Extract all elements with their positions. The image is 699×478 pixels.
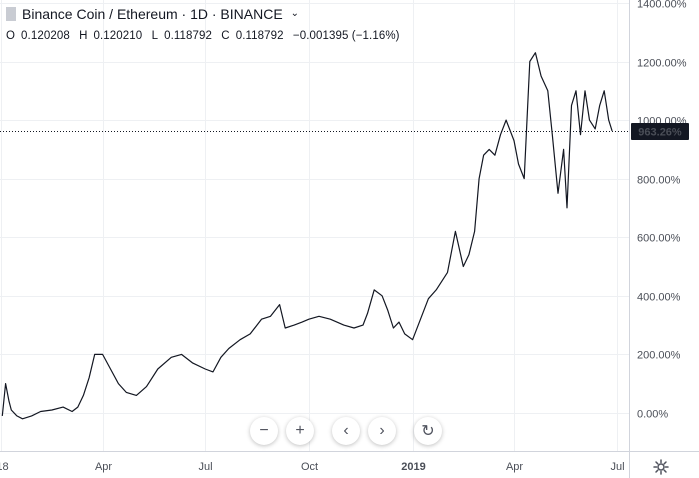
plot-area (1, 52, 613, 420)
change-value: −0.001395 (−1.16%) (292, 30, 400, 42)
y-tick-label: 800.00% (637, 175, 681, 187)
low-value: 0.118792 (164, 30, 212, 42)
x-tick-label: Apr (506, 461, 523, 473)
grid (0, 0, 629, 451)
chevron-down-icon[interactable]: ⌄ (290, 8, 300, 19)
flag-icon[interactable] (6, 7, 16, 21)
current-price-label-bg (631, 123, 689, 140)
y-tick-label: 200.00% (637, 350, 681, 362)
reset-icon[interactable]: ↻ (414, 417, 442, 445)
close-label: C (221, 30, 230, 42)
chart-navigation-toolbar: − + ‹ › ↻ (250, 417, 442, 445)
price-axis[interactable]: 1400.00%1200.00%1000.00%800.00%600.00%40… (637, 0, 687, 421)
x-tick-label: '18 (0, 461, 9, 473)
x-tick-label: Apr (95, 461, 112, 473)
current-price-marker: 963.26% (0, 123, 689, 140)
x-tick-label: Jul (198, 461, 212, 473)
gear-icon[interactable] (651, 457, 671, 477)
low-label: L (151, 30, 159, 42)
ohlc-values: O 0.120208 H 0.120210 L 0.118792 C 0.118792 … (6, 26, 406, 46)
y-tick-label: 1200.00% (637, 58, 687, 70)
x-tick-label: Jul (610, 461, 624, 473)
symbol-title[interactable]: Binance Coin / Ethereum · 1D · BINANCE (22, 6, 283, 22)
close-value: 0.118792 (235, 30, 284, 42)
x-tick-label: 2019 (401, 461, 425, 473)
symbol-row[interactable]: Binance Coin / Ethereum · 1D · BINANCE ⌄ (6, 4, 406, 24)
high-value: 0.120210 (93, 30, 143, 42)
scroll-left-button[interactable]: ‹ (332, 417, 360, 445)
zoom-out-button[interactable]: − (250, 417, 278, 445)
open-label: O (6, 30, 16, 42)
y-tick-label: 600.00% (637, 233, 681, 245)
x-tick-label: Oct (301, 461, 318, 473)
chart-legend: Binance Coin / Ethereum · 1D · BINANCE ⌄… (6, 4, 406, 46)
zoom-in-button[interactable]: + (286, 417, 314, 445)
scroll-right-button[interactable]: › (368, 417, 396, 445)
high-label: H (79, 30, 88, 42)
current-price-label: 963.26% (638, 127, 682, 139)
y-tick-label: 1400.00% (637, 0, 687, 11)
time-axis[interactable]: '18 Apr Jul Oct 2019 Apr Jul (0, 461, 625, 473)
open-value: 0.120208 (21, 30, 70, 42)
y-tick-label: 0.00% (637, 409, 668, 421)
price-series-line (1, 52, 613, 420)
y-tick-label: 400.00% (637, 292, 681, 304)
